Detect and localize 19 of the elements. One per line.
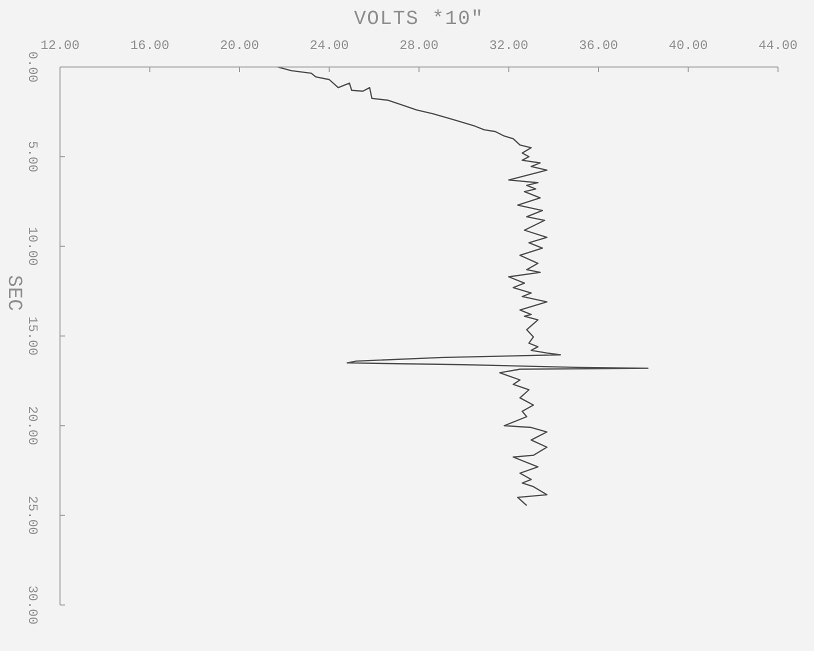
x-tick-label: 32.00 bbox=[489, 38, 528, 53]
x-tick-label: 36.00 bbox=[578, 38, 618, 53]
y-tick-label: 25.00 bbox=[26, 496, 40, 535]
line-series bbox=[276, 67, 649, 506]
x-tick-label: 16.00 bbox=[130, 38, 170, 53]
x-tick-label: 24.00 bbox=[310, 38, 349, 53]
y-tick-label: 5.00 bbox=[26, 141, 40, 172]
x-tick-label: 20.00 bbox=[220, 38, 260, 53]
y-tick-label: 20.00 bbox=[26, 406, 40, 446]
x-tick-label: 40.00 bbox=[668, 38, 708, 53]
x-tick-label: 44.00 bbox=[758, 38, 798, 53]
y-tick-label: 10.00 bbox=[26, 226, 40, 266]
y-tick-label: 0.00 bbox=[26, 51, 40, 83]
x-tick-label: 12.00 bbox=[40, 38, 80, 53]
x-axis-title: VOLTS *10" bbox=[354, 8, 484, 31]
y-tick-label: 30.00 bbox=[26, 585, 40, 625]
y-tick-label: 15.00 bbox=[26, 316, 40, 356]
y-axis-title: SEC bbox=[2, 274, 26, 311]
x-tick-label: 28.00 bbox=[399, 38, 439, 53]
